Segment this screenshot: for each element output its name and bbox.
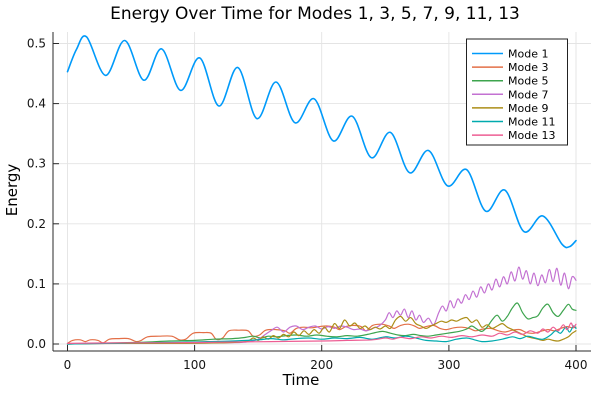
legend-box <box>466 38 568 146</box>
y-tick-label: 0.5 <box>27 37 46 51</box>
axes: 0 100 200 300 400 0.0 0.1 0.2 0.3 0.4 0.5 <box>27 32 591 372</box>
y-tick-label: 0.2 <box>27 217 46 231</box>
y-tick-label: 0.0 <box>27 337 46 351</box>
series-line-mode-11 <box>66 325 577 345</box>
x-tick-label: 300 <box>437 358 460 372</box>
x-axis-label: Time <box>282 371 320 389</box>
y-axis-label: Energy <box>3 164 21 217</box>
chart-title: Energy Over Time for Modes 1, 3, 5, 7, 9… <box>110 4 520 24</box>
legend-label: Mode 7 <box>508 88 548 101</box>
legend-label: Mode 11 <box>508 116 555 129</box>
series-lines <box>66 35 577 345</box>
legend-label: Mode 13 <box>508 129 555 142</box>
legend-label: Mode 3 <box>508 61 548 74</box>
legend-label: Mode 9 <box>508 102 548 115</box>
y-tick-label: 0.1 <box>27 277 46 291</box>
series-line-mode-7 <box>66 266 577 345</box>
series-line-mode-3 <box>66 323 577 344</box>
x-tick-label: 0 <box>64 358 72 372</box>
series-line-mode-1 <box>66 35 577 249</box>
series-line-mode-5 <box>66 302 577 345</box>
y-tick-label: 0.4 <box>27 97 46 111</box>
legend-label: Mode 5 <box>508 75 548 88</box>
x-tick-label: 100 <box>183 358 206 372</box>
legend-label: Mode 1 <box>508 48 548 61</box>
y-tick-label: 0.3 <box>27 157 46 171</box>
series-line-mode-13 <box>66 322 577 344</box>
x-tick-label: 200 <box>310 358 333 372</box>
x-tick-label: 400 <box>565 358 588 372</box>
